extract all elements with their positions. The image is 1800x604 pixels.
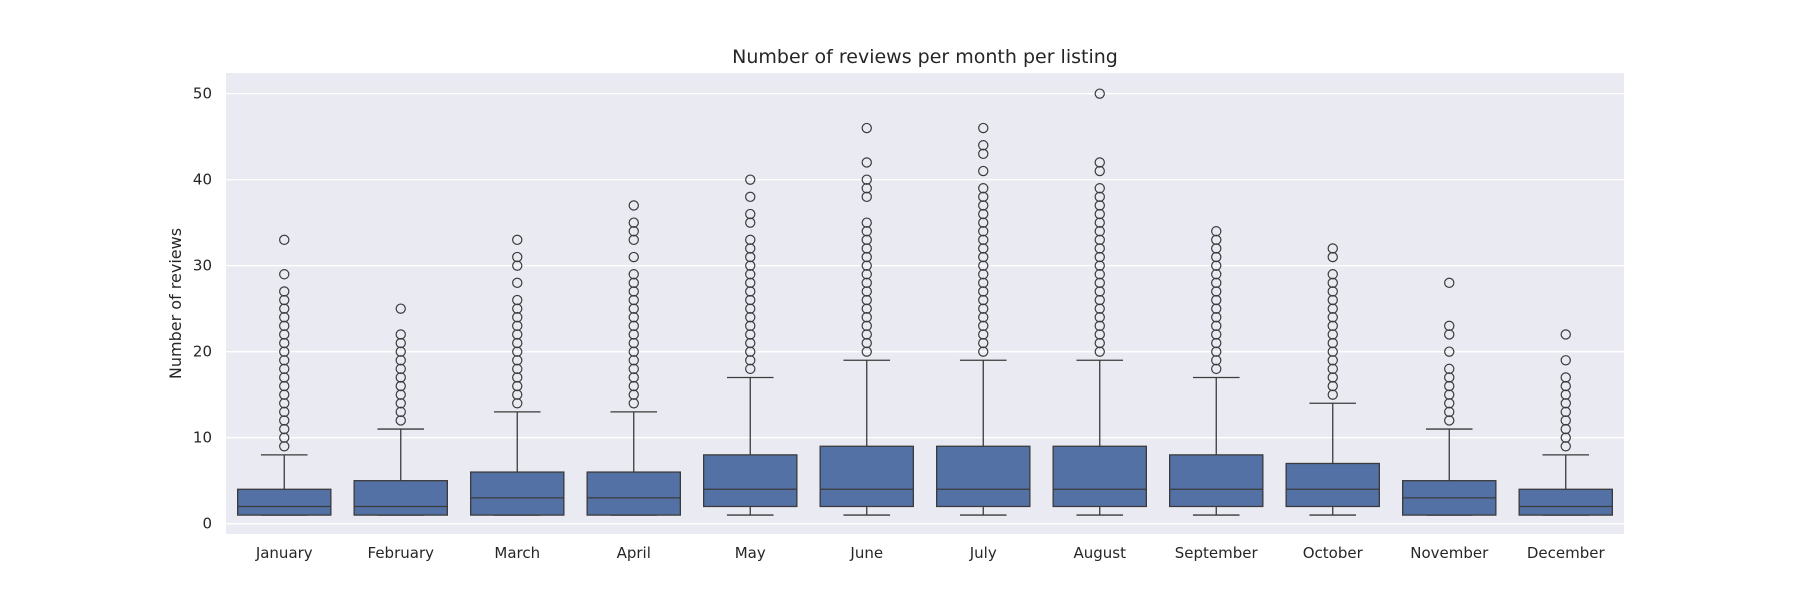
box-iqr [1052, 445, 1148, 508]
outlier-point [395, 329, 406, 340]
y-tick-label: 10 [193, 429, 212, 447]
outlier-point [1444, 363, 1455, 375]
y-tick-label: 30 [193, 257, 212, 275]
outlier-point [628, 251, 639, 263]
outlier-point [279, 234, 290, 246]
outlier-point [512, 251, 523, 263]
x-tick-label: November [1410, 544, 1489, 562]
outlier-point [628, 217, 639, 228]
plot-background [226, 73, 1624, 534]
outlier-point [279, 269, 290, 280]
grid-lines [226, 92, 1624, 525]
box-september [1169, 226, 1264, 516]
outlier-point [1327, 269, 1338, 280]
outlier-point [1327, 243, 1338, 254]
outlier-point [1560, 372, 1571, 383]
box-iqr [469, 471, 565, 516]
outlier-point [978, 165, 989, 177]
outlier-point [628, 200, 639, 211]
box-december [1518, 329, 1614, 516]
box-iqr [236, 488, 332, 516]
chart-title: Number of reviews per month per listing [732, 46, 1118, 68]
x-tick-label: April [617, 544, 651, 562]
outlier-point [861, 174, 872, 185]
outlier-point [628, 269, 639, 280]
outlier-point [745, 208, 756, 220]
outlier-point [395, 303, 406, 314]
outlier-point [1444, 320, 1455, 332]
outlier-point [1094, 157, 1105, 168]
x-tick-label: September [1175, 544, 1259, 562]
outlier-point [1560, 329, 1571, 340]
outlier-point [1444, 346, 1455, 357]
outlier-point [1444, 277, 1455, 289]
outlier-point [745, 191, 756, 203]
box-iqr [936, 445, 1031, 508]
outlier-point [512, 234, 523, 246]
box-january [236, 234, 332, 516]
outlier-point [861, 157, 872, 168]
outlier-point [1211, 226, 1222, 237]
outlier-point [745, 174, 756, 185]
x-tick-label: December [1527, 544, 1606, 562]
x-tick-label: March [494, 544, 540, 562]
x-axis-ticks: January February March April May June July Augu… [255, 544, 1606, 562]
outlier-point [279, 286, 290, 297]
box-april [586, 200, 682, 516]
box-march [469, 234, 565, 516]
outlier-point [1094, 183, 1105, 194]
box-iqr [1169, 454, 1264, 508]
x-tick-label: August [1074, 544, 1127, 562]
box-iqr [1285, 462, 1381, 508]
box-iqr [819, 445, 915, 508]
x-tick-label: January [255, 544, 313, 562]
y-axis-label: Number of reviews [166, 228, 185, 379]
box-november [1402, 277, 1497, 516]
outlier-point [1094, 88, 1105, 99]
x-tick-label: May [735, 544, 766, 562]
y-axis-ticks: 0 10 20 30 40 50 [193, 85, 212, 533]
outlier-point [512, 277, 523, 289]
x-tick-label: October [1303, 544, 1364, 562]
box-iqr [703, 454, 798, 508]
box-iqr [353, 480, 448, 516]
y-tick-label: 40 [193, 171, 212, 189]
outlier-point [861, 122, 872, 134]
box-july [936, 122, 1031, 516]
outlier-point [861, 217, 872, 228]
box-iqr [586, 471, 682, 516]
box-june [819, 122, 915, 516]
x-tick-label: July [969, 544, 997, 562]
box-iqr [1518, 488, 1614, 516]
x-tick-label: June [849, 544, 883, 562]
outlier-point [745, 234, 756, 246]
box-february [353, 303, 448, 516]
outlier-point [978, 122, 989, 134]
y-tick-label: 20 [193, 343, 212, 361]
outlier-point [978, 140, 989, 151]
outlier-point [1560, 355, 1571, 366]
box-october [1285, 243, 1381, 516]
outlier-point [978, 183, 989, 194]
y-tick-label: 0 [202, 515, 212, 533]
x-tick-label: February [368, 544, 435, 562]
y-tick-label: 50 [193, 85, 212, 103]
box-may [703, 174, 798, 516]
box-august [1052, 88, 1148, 516]
outlier-point [512, 294, 523, 306]
box-plot-series [236, 88, 1614, 516]
